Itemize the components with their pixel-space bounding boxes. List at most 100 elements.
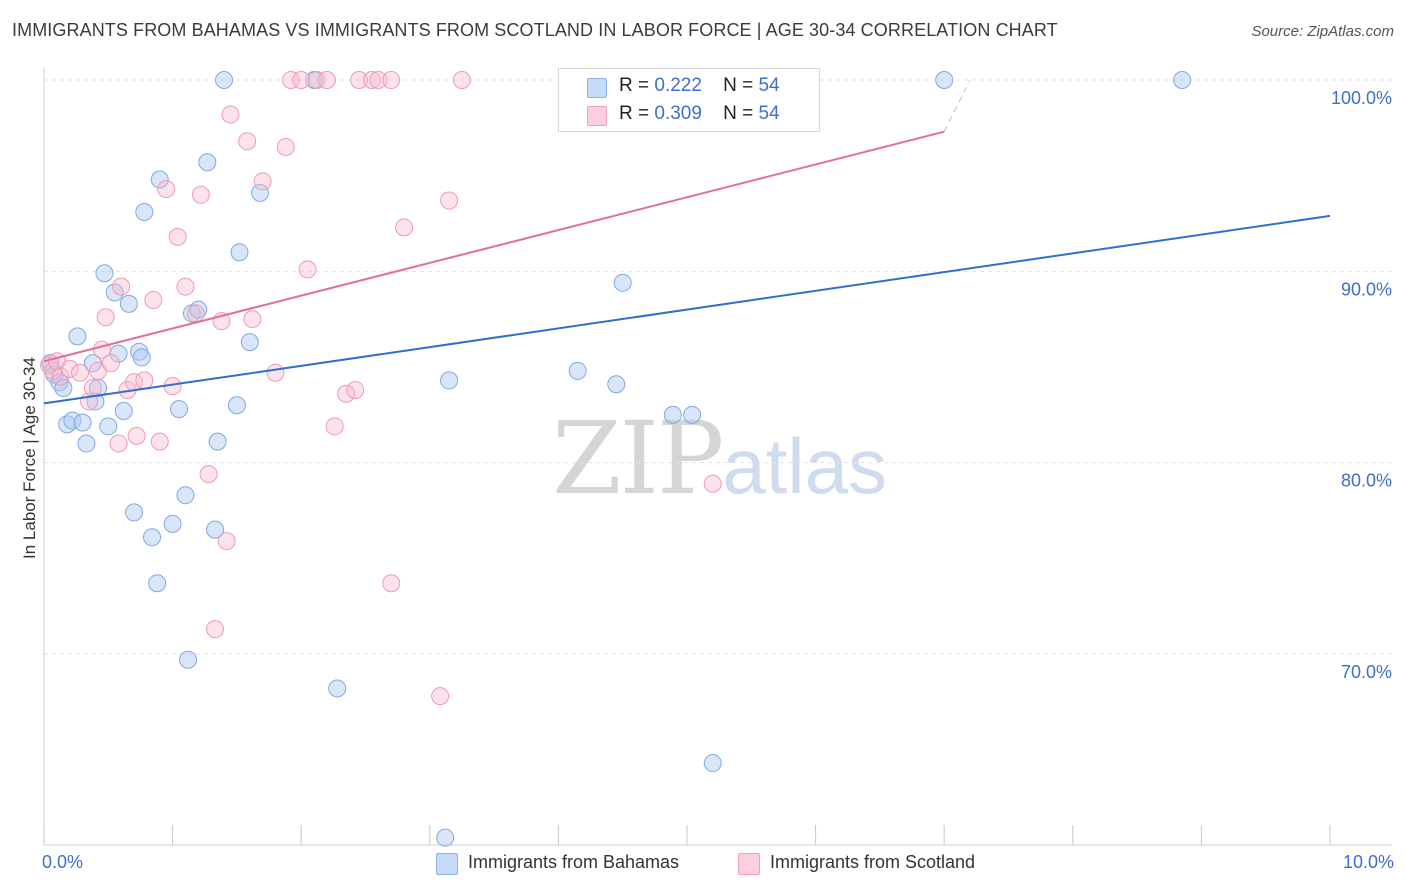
bahamas-point [208,432,227,451]
scotland-point [60,359,79,378]
scotland-point [109,434,128,453]
bahamas-point [663,405,682,424]
series-label-scotland: Immigrants from Scotland [770,852,976,872]
x-tick-label-min: 0.0% [42,852,84,872]
scotland-point [440,191,459,210]
series-label-bahamas: Immigrants from Bahamas [468,852,680,872]
scotland-point [191,185,210,204]
scotland-point [199,465,218,484]
legend-swatch-scotland [587,106,607,126]
scotland-point [253,172,272,191]
bahamas-point [68,327,87,346]
bahamas-point [170,400,189,419]
scotland-point [382,71,401,89]
bahamas-point [163,514,182,533]
bahamas-point [240,333,259,352]
legend-r-label-scotland: R = [619,103,650,124]
scotland-point [703,474,722,493]
bahamas-point [73,413,92,432]
bahamas-point [251,183,270,202]
bahamas-point [227,396,246,415]
bahamas-point [114,402,133,421]
legend-swatch-bahamas [587,78,607,98]
watermark: ZIPatlas [552,400,887,517]
scotland-point [168,227,187,246]
scotland-trend-extension [943,79,971,132]
scotland-point [112,277,131,296]
y-tick-label: 90.0% [1341,279,1392,299]
scotland-point [157,180,176,199]
bahamas-point [328,679,347,698]
y-tick-label: 70.0% [1341,662,1392,682]
scotland-point [238,132,257,151]
scotland-point [317,71,336,89]
legend-n-label-scotland: N = [723,103,754,124]
bahamas-point [215,71,234,89]
scotland-point [292,71,311,89]
watermark-zip: ZIP [552,400,724,517]
chart-title: IMMIGRANTS FROM BAHAMAS VS IMMIGRANTS FR… [12,20,1058,40]
scotland-point [144,291,163,310]
scotland-point [101,354,120,373]
scotland-point [176,277,195,296]
scotland-point [221,105,240,124]
bahamas-point [99,417,118,436]
scotland-point [281,71,300,89]
bahamas-point [125,503,144,522]
bahamas-point [148,574,167,593]
scotland-point [276,137,295,156]
x-tick-label-max: 10.0% [1342,852,1394,872]
scotland-point [382,574,401,593]
bahamas-point [95,264,114,283]
series-swatch-bahamas [436,853,458,875]
source-label: Source: ZipAtlas.com [1251,23,1394,40]
bahamas-point [179,650,198,669]
correlation-legend: R = 0.222 N = 54 R = 0.309 N = 54 [558,68,820,132]
scotland-point [96,308,115,327]
bahamas-point [77,434,96,453]
bahamas-point [109,344,128,363]
bahamas-point [935,71,954,89]
bahamas-point [683,405,702,424]
y-tick-label: 100.0% [1331,88,1392,108]
bahamas-point [198,153,217,172]
bahamas-point [176,486,195,505]
bahamas-point [54,379,73,398]
bahamas-point [1173,71,1192,89]
legend-r-value-scotland: 0.309 [654,103,702,124]
bahamas-trend-line [43,214,1331,405]
legend-n-value-scotland: 54 [758,103,780,124]
series-swatch-scotland [738,853,760,875]
scotland-point [298,260,317,279]
scotland-point [71,363,90,382]
scotland-point [206,620,225,639]
scotland-point [83,379,102,398]
legend-n-label-bahamas: N = [723,75,754,96]
scotland-point [431,687,450,706]
scotland-point [127,426,146,445]
scotland-point [395,218,414,237]
bahamas-point [613,273,632,292]
scotland-point [325,417,344,436]
bahamas-point [150,170,169,189]
y-axis-label: In Labor Force | Age 30-34 [20,357,39,559]
scotland-point [346,380,365,399]
scotland-point [217,532,236,551]
scotland-point [362,71,381,89]
scotland-point [150,432,169,451]
bahamas-point [135,203,154,222]
bahamas-point [568,361,587,380]
bahamas-point [206,520,225,539]
scotland-point [51,367,70,386]
bahamas-point [132,348,151,367]
legend-r-label-bahamas: R = [619,75,650,96]
bahamas-point [440,371,459,390]
legend-r-value-bahamas: 0.222 [654,75,702,96]
watermark-atlas: atlas [722,422,888,510]
scotland-point [307,71,326,89]
bahamas-point [230,243,249,262]
scotland-point [186,304,205,323]
scotland-trend-line [43,130,945,363]
bahamas-point [436,828,455,847]
